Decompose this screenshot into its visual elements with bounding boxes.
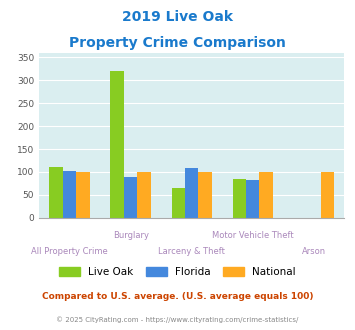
Bar bbox=[49, 167, 63, 218]
Text: Arson: Arson bbox=[302, 248, 326, 256]
Text: Burglary: Burglary bbox=[113, 231, 149, 240]
Text: © 2025 CityRating.com - https://www.cityrating.com/crime-statistics/: © 2025 CityRating.com - https://www.city… bbox=[56, 317, 299, 323]
Bar bbox=[198, 172, 212, 218]
Text: Larceny & Theft: Larceny & Theft bbox=[158, 248, 225, 256]
Text: 2019 Live Oak: 2019 Live Oak bbox=[122, 10, 233, 24]
Bar bbox=[260, 172, 273, 218]
Bar bbox=[246, 180, 260, 218]
Bar bbox=[63, 171, 76, 218]
Text: All Property Crime: All Property Crime bbox=[31, 248, 108, 256]
Bar bbox=[233, 179, 246, 218]
Text: Property Crime Comparison: Property Crime Comparison bbox=[69, 36, 286, 50]
Bar bbox=[137, 172, 151, 218]
Bar bbox=[185, 168, 198, 218]
Bar bbox=[76, 172, 90, 218]
Bar bbox=[124, 178, 137, 218]
Bar bbox=[171, 188, 185, 218]
Bar bbox=[110, 71, 124, 218]
Text: Motor Vehicle Theft: Motor Vehicle Theft bbox=[212, 231, 294, 240]
Legend: Live Oak, Florida, National: Live Oak, Florida, National bbox=[55, 263, 300, 281]
Bar bbox=[321, 172, 334, 218]
Text: Compared to U.S. average. (U.S. average equals 100): Compared to U.S. average. (U.S. average … bbox=[42, 292, 313, 301]
